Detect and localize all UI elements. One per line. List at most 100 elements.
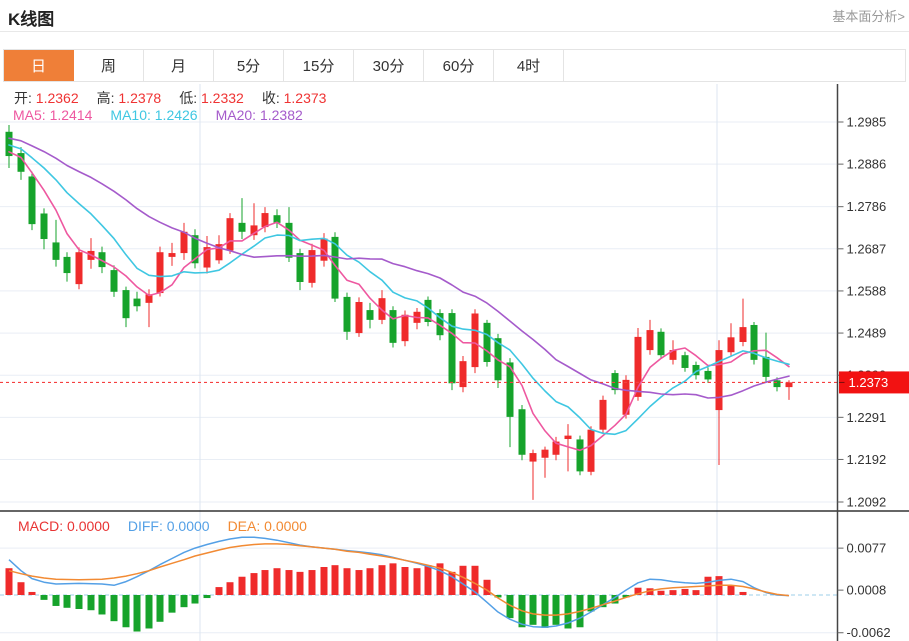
macd-bar (5, 568, 13, 595)
candlestick (17, 153, 25, 172)
macd-bar (634, 587, 642, 595)
ohlc-row-item-0: 开: 1.2362 (14, 88, 79, 108)
ma-row-item-0: MA5: 1.2414 (13, 107, 92, 123)
candlestick (180, 231, 188, 254)
ohlc-row-value: 1.2373 (279, 90, 327, 106)
macd-bar (378, 565, 386, 595)
ohlc-row-label: 开: (14, 90, 32, 106)
ohlc-row-value: 1.2362 (31, 90, 79, 106)
macd-bar (448, 571, 456, 595)
kline-interval-tab-bar: 日周月 5分 15分 30分 60分 4时 (3, 49, 906, 82)
candlestick (156, 252, 164, 294)
candlestick (28, 176, 36, 225)
tab-day[interactable]: 日 (4, 50, 74, 81)
ma-row-value: 1.2414 (45, 107, 93, 123)
macd-bar (285, 570, 293, 595)
tab-5min[interactable]: 5分 (214, 50, 284, 81)
candlestick (226, 218, 234, 251)
fundamental-analysis-link[interactable]: 基本面分析> (832, 9, 905, 24)
candlestick (622, 379, 630, 415)
ohlc-row-label: 收: (261, 90, 280, 106)
candlestick (343, 296, 351, 332)
candlestick (692, 364, 700, 376)
candlestick (355, 302, 363, 334)
macd-bar (646, 588, 654, 595)
macd-bar (739, 591, 747, 595)
ohlc-row-value: 1.2332 (197, 90, 244, 106)
macd-row-item-2: DEA: 0.0000 (228, 518, 307, 534)
price-axis-label: 1.2687 (847, 241, 887, 256)
price-axis-label: 1.2092 (847, 495, 887, 510)
macd-bar (436, 563, 444, 595)
candlestick (296, 253, 304, 282)
candlestick (424, 299, 432, 322)
dea-line (8, 543, 790, 616)
macd-bar (180, 595, 188, 608)
tab-4hour[interactable]: 4时 (494, 50, 564, 81)
ohlc-row-label: 高: (96, 90, 115, 106)
candlestick (750, 324, 758, 360)
macd-bar (459, 565, 467, 595)
candlestick (564, 435, 572, 440)
tab-60min[interactable]: 60分 (424, 50, 494, 81)
price-axis-label: 1.2489 (847, 326, 887, 341)
macd-bar (552, 595, 560, 625)
candlestick (634, 336, 642, 397)
tab-30min[interactable]: 30分 (354, 50, 424, 81)
macd-bar (28, 591, 36, 595)
ma-row-label: MA10: (110, 107, 151, 123)
macd-bar (238, 576, 246, 595)
macd-bar (156, 595, 164, 622)
candlestick (762, 356, 770, 377)
candlestick (389, 310, 397, 343)
candlestick (273, 215, 281, 223)
macd-bar (273, 568, 281, 595)
macd-bar (506, 595, 514, 619)
macd-bar (483, 579, 491, 595)
macd-bar (389, 563, 397, 595)
macd-bar (331, 565, 339, 595)
macd-bar (494, 595, 502, 598)
candlestick (250, 225, 258, 236)
candlestick (203, 247, 211, 268)
candlestick (448, 313, 456, 384)
macd-bar (564, 595, 572, 629)
macd-bar (98, 595, 106, 615)
candlestick (331, 236, 339, 299)
macd-row-label: DEA: (227, 518, 261, 534)
candlestick (657, 331, 665, 356)
ma10-line (8, 144, 790, 436)
candlestick (552, 441, 560, 455)
macd-bar (529, 595, 537, 625)
candlestick (436, 313, 444, 336)
candlestick (110, 270, 118, 292)
macd-row-label: DIFF: (127, 518, 163, 534)
candlestick (471, 313, 479, 368)
candlestick (506, 362, 514, 417)
macd-row-label: MACD: (18, 518, 64, 534)
candlestick (401, 314, 409, 342)
price-axis-label: 1.2192 (847, 452, 887, 467)
ma-row-value: 1.2426 (150, 107, 198, 123)
macd-bar (471, 565, 479, 595)
macd-bar (413, 568, 421, 595)
macd-bar (343, 568, 351, 595)
macd-bar (611, 595, 619, 604)
tab-week[interactable]: 周 (74, 50, 144, 81)
macd-bar (541, 595, 549, 628)
price-axis-label: 1.2886 (847, 157, 887, 172)
macd-bar (133, 595, 141, 632)
candlestick (773, 380, 781, 388)
macd-bar (203, 595, 211, 599)
macd-bar (622, 595, 630, 598)
ohlc-row-item-1: 高: 1.2378 (97, 88, 162, 108)
candlestick (483, 322, 491, 362)
candlestick (646, 330, 654, 351)
candlestick (587, 429, 595, 472)
macd-bar (599, 595, 607, 608)
tab-15min[interactable]: 15分 (284, 50, 354, 81)
macd-bar (424, 565, 432, 595)
tab-month[interactable]: 月 (144, 50, 214, 81)
macd-bar (296, 571, 304, 595)
